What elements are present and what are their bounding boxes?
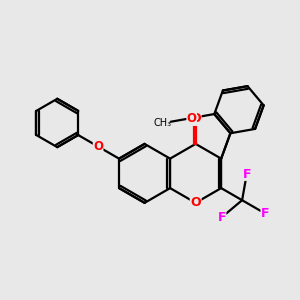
Text: O: O xyxy=(190,112,201,125)
Text: CH₃: CH₃ xyxy=(154,118,172,128)
Text: F: F xyxy=(218,211,226,224)
Text: F: F xyxy=(242,168,251,181)
Text: O: O xyxy=(190,196,201,209)
Text: O: O xyxy=(187,112,197,124)
Text: F: F xyxy=(261,207,269,220)
Text: O: O xyxy=(93,140,103,153)
